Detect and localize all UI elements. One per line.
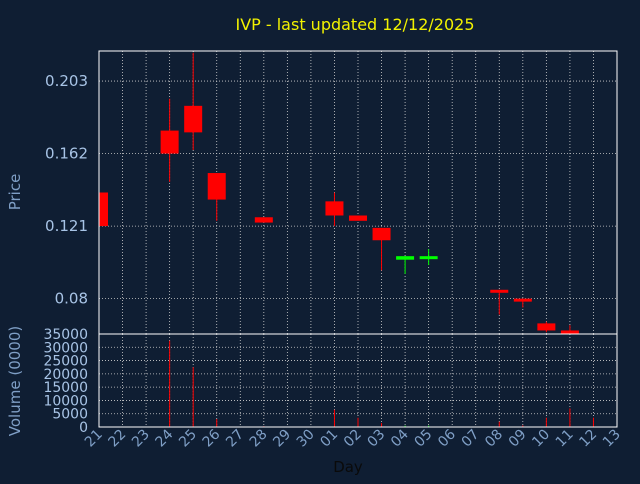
candle-body [99, 192, 108, 227]
price-panel-grid [98, 51, 618, 334]
price-candles [99, 52, 579, 334]
candle-body [160, 130, 179, 154]
candle-body [254, 217, 273, 223]
candle-body [349, 215, 367, 221]
candle-body [419, 256, 438, 260]
candle-body [396, 256, 415, 260]
candle-body [560, 330, 579, 334]
price-tick-label: 0.162 [45, 145, 88, 163]
volume-tick-label: 0 [79, 420, 88, 436]
candle-body [490, 289, 509, 293]
chart-title: IVP - last updated 12/12/2025 [235, 15, 474, 34]
volume-tick-label: 5000 [52, 407, 88, 423]
volume-tick-label: 30000 [43, 340, 88, 356]
price-tick-label: 0.121 [45, 217, 88, 235]
volume-tick-label: 15000 [43, 380, 88, 396]
volume-panel-frame [98, 333, 618, 428]
candle-body [325, 201, 344, 216]
candle-body [537, 323, 556, 331]
x-axis-label: Day [333, 458, 363, 476]
volume-tick-label: 10000 [43, 393, 88, 409]
volume-axis-label: Volume (0000) [6, 326, 24, 436]
x-axis-ticks: 21 22 23 24 25 26 27 28 29 30 01 02 03 04 05 06 07 08 09 10… [82, 426, 624, 450]
candle-body [372, 227, 391, 241]
volume-tick-label: 35000 [43, 327, 88, 343]
price-axis-ticks: 0.08 0.121 0.162 0.203 [45, 72, 88, 308]
price-axis-label: Price [6, 174, 24, 211]
candle-body [513, 298, 532, 302]
candle-body [207, 173, 226, 200]
candle-body [184, 105, 203, 133]
price-tick-label: 0.08 [55, 290, 88, 308]
volume-tick-label: 20000 [43, 367, 88, 383]
volume-tick-label: 25000 [43, 354, 88, 370]
price-tick-label: 0.203 [45, 72, 88, 90]
volume-bars [169, 340, 594, 427]
